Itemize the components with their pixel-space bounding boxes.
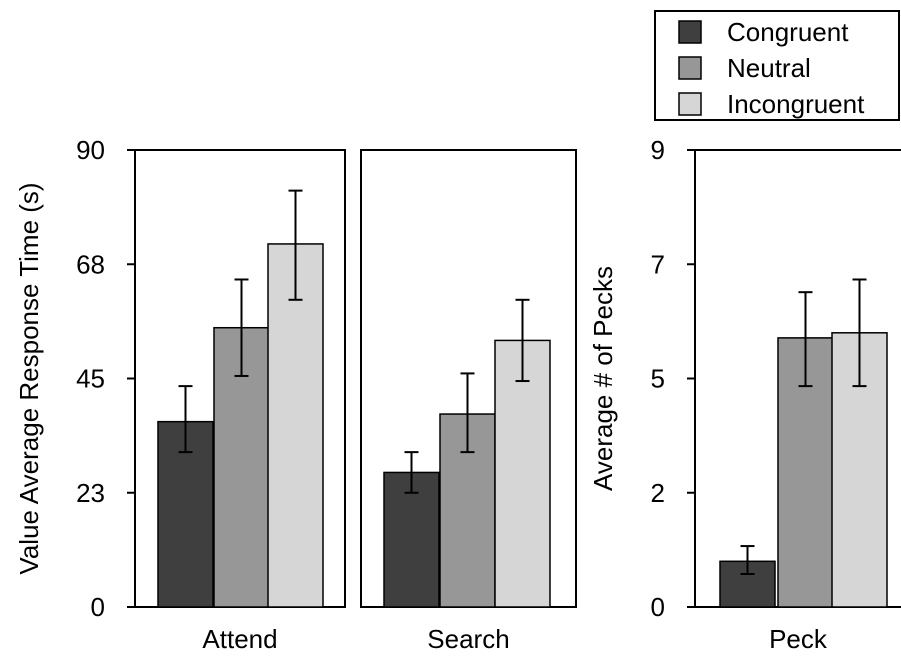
legend-swatch-congruent: [678, 20, 702, 44]
legend-label-neutral: Neutral: [727, 53, 811, 83]
legend-swatch-neutral: [678, 56, 702, 80]
legend-swatch-incongruent: [678, 92, 702, 116]
bar-incongruent-attend: [267, 243, 324, 608]
y-tick-label: 68: [76, 249, 105, 279]
y-axis-label: Value Average Response Time (s): [14, 182, 44, 574]
panel-label-attend: Attend: [202, 624, 277, 654]
y-tick-label: 7: [651, 249, 665, 279]
panel-label-search: Search: [427, 624, 509, 654]
y-tick-label: 9: [651, 135, 665, 165]
y-tick-label: 0: [651, 592, 665, 622]
panel-label-peck: Peck: [769, 624, 828, 654]
legend-label-incongruent: Incongruent: [727, 89, 865, 119]
bar-incongruent-search: [494, 339, 551, 608]
y-tick-label: 45: [76, 364, 105, 394]
y-tick-label: 0: [91, 592, 105, 622]
y-axis-label: Average # of Pecks: [588, 266, 618, 491]
y-tick-label: 23: [76, 478, 105, 508]
y-tick-label: 5: [651, 364, 665, 394]
y-tick-label: 90: [76, 135, 105, 165]
legend-label-congruent: Congruent: [727, 17, 849, 47]
y-tick-label: 2: [651, 478, 665, 508]
